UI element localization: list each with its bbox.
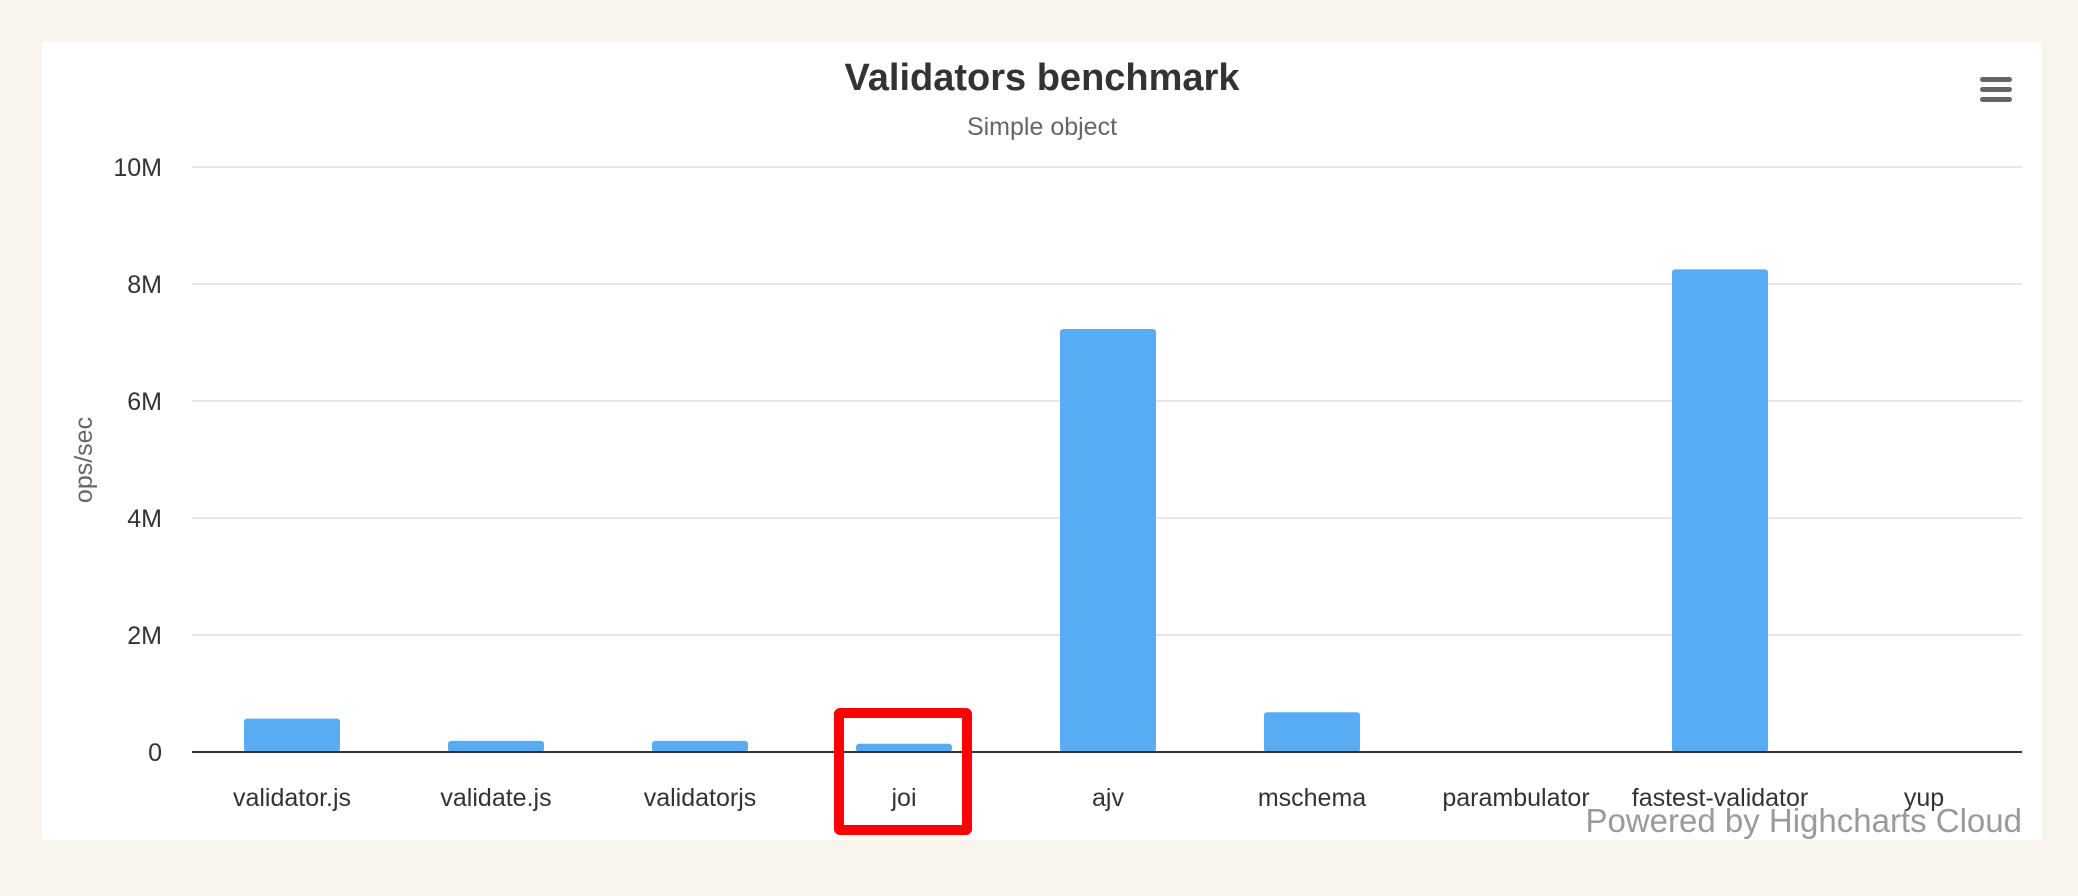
- chart-subtitle: Simple object: [967, 113, 1117, 141]
- x-category-label: fastest-validator: [1632, 784, 1808, 812]
- x-axis-categories: validator.js validate.js validatorjs joi ajv…: [233, 784, 1944, 812]
- y-tick-label: 4M: [127, 505, 162, 533]
- x-category-label: validate.js: [440, 784, 551, 812]
- x-category-label: mschema: [1258, 784, 1366, 812]
- y-axis-label: ops/sec: [70, 417, 98, 503]
- bar-ajv[interactable]: [1060, 329, 1156, 752]
- menu-line: [1980, 97, 2012, 102]
- x-category-label: joi: [890, 784, 916, 812]
- highcharts-credit[interactable]: Powered by Highcharts Cloud: [1585, 802, 2022, 839]
- chart-title: Validators benchmark: [845, 57, 1241, 99]
- hamburger-menu-icon[interactable]: [1976, 72, 2016, 112]
- y-tick-label: 8M: [127, 271, 162, 299]
- bar-validate-js[interactable]: [448, 740, 544, 752]
- bar-validator-js[interactable]: [244, 718, 340, 752]
- menu-line: [1980, 77, 2012, 82]
- x-category-label: parambulator: [1442, 784, 1589, 812]
- y-tick-label: 2M: [127, 622, 162, 650]
- x-category-label: validator.js: [233, 784, 351, 812]
- y-tick-label: 0: [148, 739, 162, 767]
- bars: [244, 269, 1768, 752]
- bar-joi[interactable]: [856, 743, 952, 752]
- bar-validatorjs[interactable]: [652, 740, 748, 752]
- menu-line: [1980, 87, 2012, 92]
- y-tick-label: 10M: [113, 154, 162, 182]
- bar-mschema[interactable]: [1264, 712, 1360, 752]
- x-category-label: validatorjs: [644, 784, 757, 812]
- x-category-label: ajv: [1092, 784, 1124, 812]
- bar-fastest-validator[interactable]: [1672, 269, 1768, 752]
- y-axis-ticks: 0 2M 4M 6M 8M 10M: [113, 154, 162, 767]
- x-category-label: yup: [1904, 784, 1944, 812]
- y-tick-label: 6M: [127, 388, 162, 416]
